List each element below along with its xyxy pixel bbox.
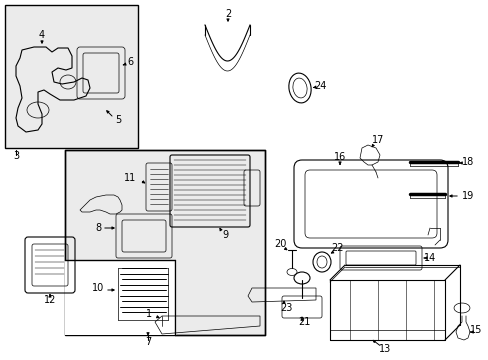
Text: 23: 23 xyxy=(279,303,292,313)
Bar xyxy=(5,5,138,148)
Text: 15: 15 xyxy=(469,325,481,335)
Text: 21: 21 xyxy=(297,317,309,327)
Text: 16: 16 xyxy=(333,152,346,162)
Text: 11: 11 xyxy=(123,173,136,183)
Text: 1: 1 xyxy=(145,309,152,319)
Bar xyxy=(65,260,177,335)
Text: 19: 19 xyxy=(461,191,473,201)
Text: 8: 8 xyxy=(95,223,101,233)
Text: 7: 7 xyxy=(144,337,151,347)
Text: 22: 22 xyxy=(331,243,344,253)
Text: 13: 13 xyxy=(378,344,390,354)
Text: 6: 6 xyxy=(127,57,133,67)
Text: 18: 18 xyxy=(461,157,473,167)
Text: 5: 5 xyxy=(115,115,121,125)
Text: 2: 2 xyxy=(224,9,231,19)
Text: 3: 3 xyxy=(13,151,19,161)
Text: 14: 14 xyxy=(423,253,435,263)
Text: 20: 20 xyxy=(273,239,285,249)
Text: 10: 10 xyxy=(92,283,104,293)
Text: 17: 17 xyxy=(371,135,384,145)
Text: 24: 24 xyxy=(313,81,325,91)
Text: 9: 9 xyxy=(222,230,227,240)
Text: 12: 12 xyxy=(44,295,56,305)
Text: 4: 4 xyxy=(39,30,45,40)
Bar xyxy=(65,150,264,335)
